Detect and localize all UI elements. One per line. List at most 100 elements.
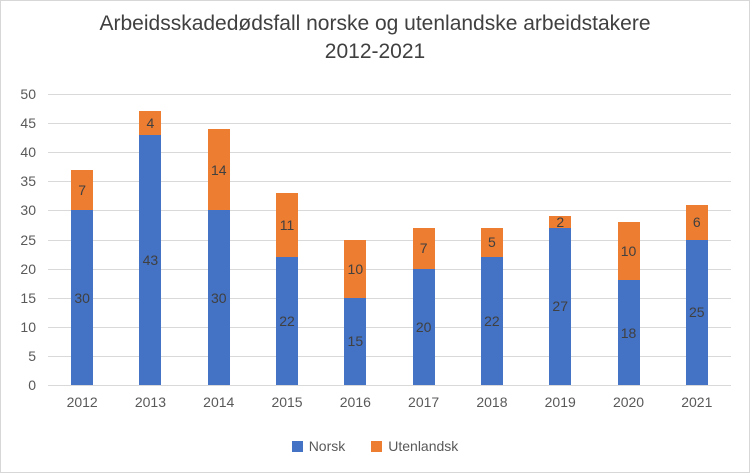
- data-label-utenlandsk-2021: 6: [692, 214, 701, 231]
- bar-segment-utenlandsk-2012: 7: [71, 169, 94, 211]
- y-tick-label-35: 35: [20, 173, 36, 190]
- column-2012: 7 30: [48, 94, 116, 385]
- gridline-y-30: [48, 210, 731, 212]
- column-2016: 10 15: [321, 94, 389, 385]
- data-label-norsk-2019: 27: [552, 298, 568, 315]
- bar-segment-utenlandsk-2017: 7: [412, 227, 435, 269]
- x-tick-label-2020: 2020: [612, 394, 645, 410]
- y-tick-label-15: 15: [20, 289, 36, 306]
- y-tick-label-20: 20: [20, 260, 36, 277]
- x-tick-label-2014: 2014: [203, 394, 235, 410]
- bar-2016: 10 15: [344, 94, 367, 385]
- x-tick-label-2018: 2018: [476, 394, 508, 410]
- y-tick-label-40: 40: [20, 144, 36, 161]
- bar-2017: 7 20: [412, 94, 435, 385]
- column-2014: 14 30: [185, 94, 253, 385]
- data-label-norsk-2015: 22: [279, 312, 295, 329]
- data-label-norsk-2017: 20: [415, 318, 432, 335]
- bar-2018: 5 22: [480, 94, 503, 385]
- bar-2021: 6 25: [685, 94, 708, 385]
- data-label-utenlandsk-2015: 11: [279, 216, 295, 233]
- bar-segment-norsk-2018: 22: [480, 256, 503, 385]
- column-2017: 7 20: [389, 94, 457, 385]
- y-tick-label-25: 25: [20, 231, 36, 248]
- x-tick-label-2016: 2016: [339, 394, 371, 410]
- legend-item-norsk: Norsk: [291, 438, 346, 454]
- data-label-utenlandsk-2020: 10: [620, 243, 637, 260]
- y-tick-label-45: 45: [20, 115, 36, 132]
- bar-segment-utenlandsk-2015: 11: [276, 192, 299, 257]
- gridline-y-25: [48, 239, 731, 241]
- data-label-utenlandsk-2016: 10: [347, 260, 364, 277]
- bar-segment-norsk-2012: 30: [71, 210, 94, 385]
- data-label-norsk-2014: 30: [210, 289, 227, 306]
- y-tick-label-0: 0: [28, 377, 36, 393]
- chart-title-line-1: Arbeidsskadedødsfall norske og utenlands…: [99, 12, 651, 35]
- column-2015: 11 22: [253, 94, 321, 385]
- bar-segment-norsk-2021: 25: [685, 239, 708, 385]
- gridline-y-0: [48, 385, 731, 386]
- data-label-norsk-2020: 18: [620, 324, 637, 341]
- legend-swatch-icon: [291, 440, 303, 452]
- x-tick-label-2017: 2017: [408, 394, 440, 410]
- legend-swatch-icon: [371, 440, 383, 452]
- y-tick-label-5: 5: [28, 347, 36, 364]
- data-label-utenlandsk-2019: 2: [556, 214, 565, 231]
- data-label-utenlandsk-2014: 14: [210, 161, 227, 178]
- bar-segment-utenlandsk-2021: 6: [685, 204, 708, 240]
- bar-2014: 14 30: [207, 94, 230, 385]
- bar-segment-norsk-2019: 27: [549, 227, 572, 385]
- column-2018: 5 22: [458, 94, 526, 385]
- x-tick-label-2012: 2012: [66, 394, 98, 410]
- bar-segment-norsk-2014: 30: [207, 210, 230, 385]
- bar-segment-norsk-2017: 20: [412, 268, 435, 385]
- legend-label-utenlandsk: Utenlandsk: [388, 438, 459, 454]
- x-tick-label-2021: 2021: [681, 394, 713, 410]
- y-tick-label-50: 50: [20, 86, 36, 102]
- bar-segment-utenlandsk-2019: 2: [549, 214, 572, 231]
- gridline-y-45: [48, 123, 731, 125]
- data-label-norsk-2013: 43: [142, 251, 159, 268]
- bar-2015: 11 22: [276, 94, 299, 385]
- bar-segment-utenlandsk-2018: 5: [480, 227, 503, 257]
- bar-2020: 10 18: [617, 94, 640, 385]
- data-label-utenlandsk-2018: 5: [488, 234, 496, 251]
- y-tick-label-10: 10: [20, 318, 36, 335]
- data-label-utenlandsk-2013: 4: [146, 115, 155, 132]
- x-tick-label-2015: 2015: [271, 394, 303, 410]
- bar-2019: 2 27: [549, 94, 572, 385]
- chart-title: Arbeidsskadedødsfall norske og utenlands…: [1, 10, 749, 66]
- bar-segment-norsk-2015: 22: [276, 256, 299, 385]
- x-tick-label-2019: 2019: [544, 394, 576, 410]
- legend-label-norsk: Norsk: [308, 438, 346, 454]
- data-label-norsk-2016: 15: [347, 333, 364, 350]
- gridline-y-50: [48, 94, 731, 95]
- column-2013: 4 43: [116, 94, 184, 385]
- bar-segment-norsk-2016: 15: [344, 297, 367, 385]
- bar-segment-utenlandsk-2016: 10: [344, 239, 367, 298]
- bar-columns: 7 30 4 43 14 30 11 22 10 15 7 20 5 22 2 27 10 18 6 25: [48, 94, 731, 385]
- bar-segment-norsk-2013: 43: [139, 134, 162, 385]
- column-2020: 10 18: [594, 94, 662, 385]
- y-tick-label-30: 30: [20, 202, 36, 219]
- gridline-y-10: [48, 326, 731, 328]
- bar-segment-norsk-2020: 18: [617, 280, 640, 385]
- bar-segment-utenlandsk-2020: 10: [617, 222, 640, 281]
- bar-segment-utenlandsk-2013: 4: [139, 111, 162, 135]
- data-label-norsk-2018: 22: [484, 312, 500, 329]
- bar-2012: 7 30: [71, 94, 94, 385]
- legend: Norsk Utenlandsk: [1, 438, 749, 454]
- bar-2013: 4 43: [139, 94, 162, 385]
- data-label-norsk-2012: 30: [74, 289, 90, 306]
- gridline-y-20: [48, 268, 731, 270]
- bar-segment-utenlandsk-2014: 14: [207, 128, 230, 211]
- plot-area: [48, 94, 731, 386]
- x-tick-label-2013: 2013: [134, 394, 167, 410]
- data-label-utenlandsk-2012: 7: [78, 182, 87, 199]
- column-2021: 6 25: [663, 94, 731, 385]
- data-label-norsk-2021: 25: [689, 304, 705, 321]
- data-label-utenlandsk-2017: 7: [419, 240, 428, 257]
- chart-title-line-2: 2012-2021: [324, 40, 426, 63]
- gridline-y-35: [48, 181, 731, 183]
